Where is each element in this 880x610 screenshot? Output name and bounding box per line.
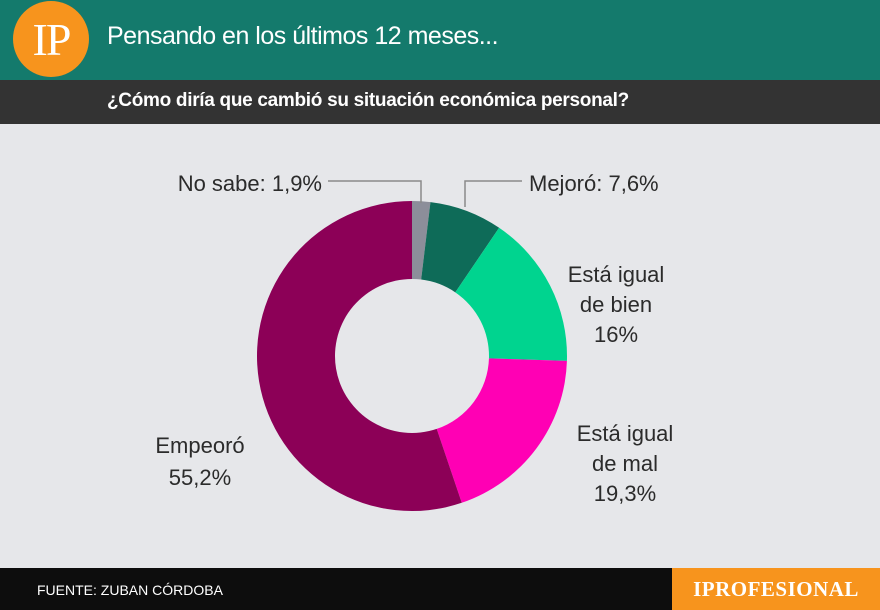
donut-slice	[455, 227, 567, 361]
header-bar: IP Pensando en los últimos 12 meses...	[0, 0, 880, 80]
brand-text: IPROFESIONAL	[693, 576, 859, 601]
page-title: Pensando en los últimos 12 meses...	[107, 22, 499, 50]
logo-text: IP	[32, 13, 72, 65]
donut-slice	[256, 201, 462, 511]
slice-label-line: Mejoró: 7,6%	[529, 171, 659, 196]
slice-label-line: Está igual	[577, 421, 674, 446]
slice-label-line: Está igual	[568, 262, 665, 287]
subtitle-bar: ¿Cómo diría que cambió su situación econ…	[0, 80, 880, 124]
leader-line	[328, 180, 422, 203]
leader-line	[464, 180, 522, 207]
slice-label: Está igual de bien 16%	[568, 262, 665, 347]
slice-label: Está igual de mal 19,3%	[577, 421, 674, 506]
footer-bar: FUENTE: ZUBAN CÓRDOBA IPROFESIONAL	[0, 568, 880, 610]
slice-label-line: de bien	[580, 292, 652, 317]
slice-label: Mejoró: 7,6%	[529, 171, 659, 196]
slice-label-line: Empeoró	[155, 433, 244, 458]
donut-slice	[436, 358, 567, 503]
ip-logo: IP	[13, 1, 89, 77]
brand-logo: IPROFESIONAL	[672, 568, 880, 610]
slice-label-line: 55,2%	[169, 465, 231, 490]
slice-label-line: de mal	[592, 451, 658, 476]
donut-slice	[421, 202, 500, 293]
donut-slice	[412, 201, 431, 280]
slice-label: Empeoró 55,2%	[155, 433, 244, 490]
source-note: FUENTE: ZUBAN CÓRDOBA	[37, 582, 223, 598]
slice-label-line: No sabe: 1,9%	[178, 171, 322, 196]
donut-chart: No sabe: 1,9% Mejoró: 7,6% Está igual de bi…	[155, 171, 674, 511]
slice-label: No sabe: 1,9%	[178, 171, 322, 196]
chart-question: ¿Cómo diría que cambió su situación econ…	[107, 90, 629, 111]
slice-label-line: 19,3%	[594, 481, 656, 506]
slice-label-line: 16%	[594, 322, 638, 347]
